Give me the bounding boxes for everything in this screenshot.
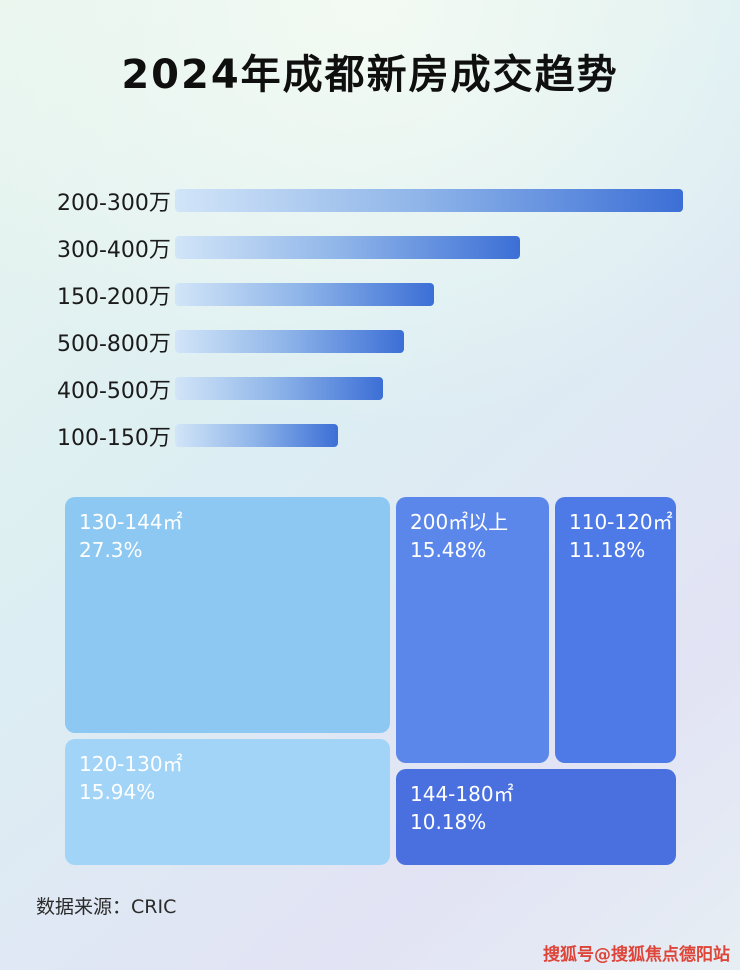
bar-400-500 (175, 377, 384, 400)
bar-label: 100-150万 (57, 425, 171, 451)
treemap-block-label: 144-180㎡ (410, 782, 514, 806)
bar-row: 150-200万 (57, 271, 683, 318)
bar-label: 300-400万 (57, 237, 171, 263)
bar-track (175, 283, 683, 306)
bar-500-800 (175, 330, 404, 353)
bar-row: 500-800万 (57, 318, 683, 365)
treemap-block-120-130: 120-130㎡ 15.94% (65, 739, 390, 865)
bar-track (175, 330, 683, 353)
treemap-block-110-120: 110-120㎡ 11.18% (555, 497, 676, 763)
bar-row: 400-500万 (57, 365, 683, 412)
bar-row: 300-400万 (57, 224, 683, 271)
treemap-block-value: 10.18% (410, 810, 487, 834)
bar-row: 200-300万 (57, 177, 683, 224)
bar-row: 100-150万 (57, 412, 683, 459)
treemap-block-label: 130-144㎡ (79, 510, 183, 534)
treemap-block-value: 27.3% (79, 538, 143, 562)
treemap-block-144-180: 144-180㎡ 10.18% (396, 769, 676, 865)
treemap-block-value: 15.48% (410, 538, 487, 562)
bar-150-200 (175, 283, 435, 306)
page-title: 2024年成都新房成交趋势 (121, 52, 619, 98)
treemap-block-value: 11.18% (569, 538, 646, 562)
bar-label: 500-800万 (57, 331, 171, 357)
bar-200-300 (175, 189, 683, 212)
watermark-text: 搜狐号@搜狐焦点德阳站 (543, 945, 730, 965)
bar-100-150 (175, 424, 338, 447)
bar-label: 150-200万 (57, 284, 171, 310)
bar-track (175, 189, 683, 212)
data-source-note: 数据来源：CRIC (36, 896, 177, 918)
bar-track (175, 236, 683, 259)
price-band-bar-chart: 200-300万 300-400万 150-200万 500-800万 400-… (57, 177, 683, 459)
treemap-block-200-plus: 200㎡以上 15.48% (396, 497, 549, 763)
treemap-block-label: 110-120㎡ (569, 510, 673, 534)
area-share-treemap: 130-144㎡ 27.3% 120-130㎡ 15.94% 200㎡以上 15… (65, 497, 676, 865)
bar-track (175, 424, 683, 447)
treemap-block-value: 15.94% (79, 780, 156, 804)
treemap-block-label: 200㎡以上 (410, 510, 509, 534)
treemap-block-label: 120-130㎡ (79, 752, 183, 776)
bar-300-400 (175, 236, 521, 259)
bar-track (175, 377, 683, 400)
bar-label: 400-500万 (57, 378, 171, 404)
bar-label: 200-300万 (57, 190, 171, 216)
treemap-block-130-144: 130-144㎡ 27.3% (65, 497, 390, 733)
